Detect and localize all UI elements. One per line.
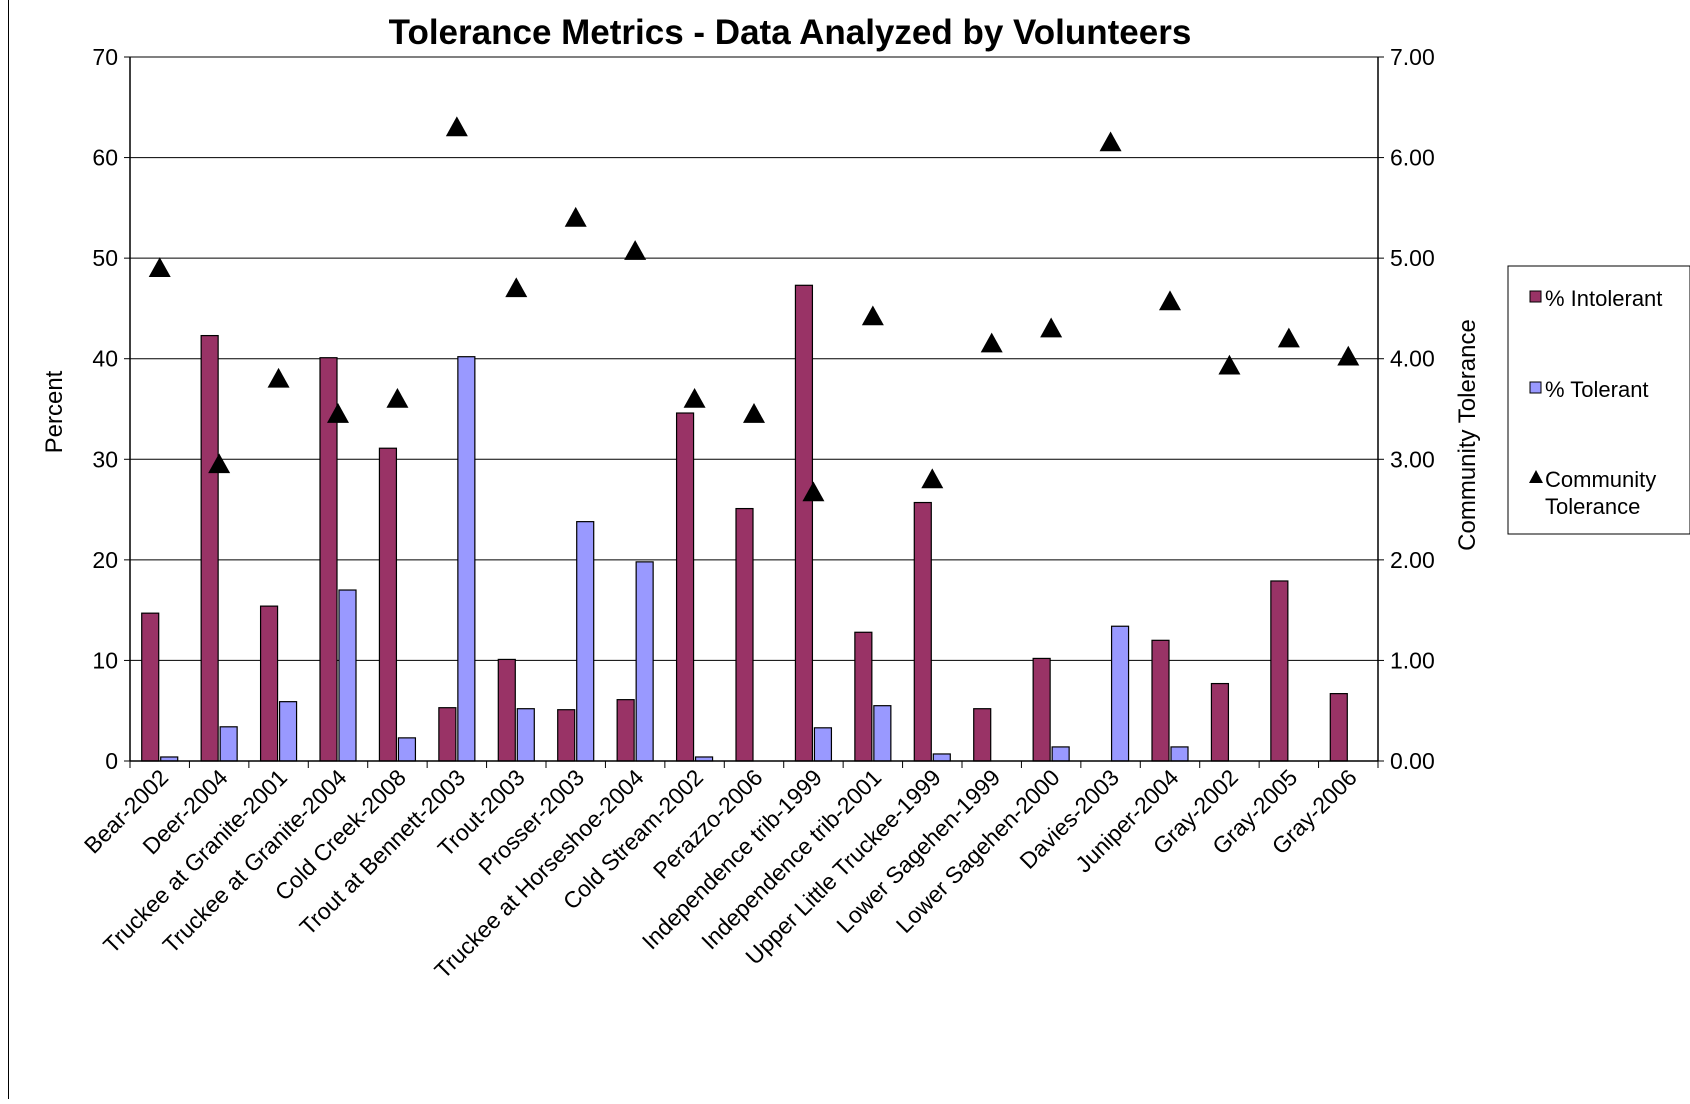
y-tick-label: 70 bbox=[92, 44, 118, 70]
bar-intolerant bbox=[1210, 682, 1230, 762]
legend-label: % Tolerant bbox=[1545, 377, 1649, 402]
bar-tolerant bbox=[813, 727, 833, 762]
y-tick-label: 20 bbox=[92, 547, 118, 573]
legend-swatch-tolerant bbox=[1529, 381, 1542, 394]
bars bbox=[141, 284, 1348, 762]
y-tick-label: 10 bbox=[92, 647, 118, 673]
marker-community-tolerance bbox=[267, 367, 290, 388]
marker-community-tolerance bbox=[445, 116, 468, 137]
marker-community-tolerance bbox=[327, 403, 349, 423]
bar-intolerant bbox=[1329, 693, 1348, 762]
bar-tolerant bbox=[1170, 746, 1189, 762]
marker-community-tolerance bbox=[1218, 354, 1241, 375]
marker-community-tolerance bbox=[1040, 317, 1063, 338]
bar-tolerant bbox=[873, 705, 892, 762]
y-axis-title: Percent bbox=[41, 370, 68, 453]
y2-tick-label: 6.00 bbox=[1390, 145, 1435, 171]
y2-tick-label: 0.00 bbox=[1390, 748, 1435, 774]
y-tick-label: 40 bbox=[92, 346, 118, 372]
bar-intolerant bbox=[675, 412, 695, 762]
bar-intolerant bbox=[616, 699, 635, 762]
marker-community-tolerance bbox=[148, 257, 171, 277]
marker-community-tolerance bbox=[921, 468, 944, 489]
marker-community-tolerance bbox=[1337, 345, 1360, 366]
markers bbox=[148, 116, 1360, 502]
marker-community-tolerance bbox=[1099, 131, 1122, 152]
bar-intolerant bbox=[438, 707, 457, 762]
y-tick-label: 30 bbox=[92, 446, 118, 472]
bar-intolerant bbox=[200, 334, 219, 762]
legend-label: Community bbox=[1545, 467, 1656, 492]
bar-intolerant bbox=[1151, 639, 1170, 762]
marker-community-tolerance bbox=[683, 387, 706, 408]
y2-tick-label: 7.00 bbox=[1390, 44, 1435, 70]
bar-tolerant bbox=[397, 737, 417, 762]
bar-tolerant bbox=[516, 708, 535, 762]
bar-tolerant bbox=[338, 589, 357, 762]
marker-community-tolerance bbox=[386, 387, 409, 408]
bar-intolerant bbox=[1032, 657, 1051, 762]
marker-community-tolerance bbox=[208, 453, 231, 474]
bar-intolerant bbox=[497, 658, 516, 762]
marker-community-tolerance bbox=[624, 240, 647, 260]
chart-title: Tolerance Metrics - Data Analyzed by Vol… bbox=[389, 13, 1192, 52]
bar-tolerant bbox=[457, 356, 476, 762]
legend-label: % Intolerant bbox=[1545, 286, 1662, 311]
bar-intolerant bbox=[973, 708, 992, 762]
y2-tick-label: 5.00 bbox=[1390, 245, 1435, 271]
bar-intolerant bbox=[794, 284, 814, 762]
bar-intolerant bbox=[259, 605, 279, 762]
bar-intolerant bbox=[854, 631, 873, 762]
legend-swatch-intolerant bbox=[1529, 290, 1542, 303]
legend-swatch-community-tolerance bbox=[1529, 470, 1543, 483]
bar-intolerant bbox=[913, 501, 932, 762]
legend-box bbox=[1507, 265, 1690, 535]
legend-label: Tolerance bbox=[1545, 494, 1640, 519]
y-tick-label: 0 bbox=[105, 748, 118, 774]
marker-community-tolerance bbox=[861, 305, 884, 326]
bar-intolerant bbox=[557, 709, 576, 762]
bar-tolerant bbox=[932, 753, 951, 762]
bar-intolerant bbox=[378, 447, 398, 762]
marker-community-tolerance bbox=[1159, 290, 1181, 311]
y-tick-label: 50 bbox=[92, 245, 118, 271]
marker-community-tolerance bbox=[743, 403, 765, 423]
marker-community-tolerance bbox=[802, 481, 825, 502]
y2-tick-label: 1.00 bbox=[1390, 647, 1435, 673]
y2-tick-label: 3.00 bbox=[1390, 446, 1435, 472]
gridlines bbox=[130, 56, 1378, 661]
marker-community-tolerance bbox=[980, 332, 1003, 353]
marker-community-tolerance bbox=[1277, 327, 1300, 348]
bar-tolerant bbox=[219, 726, 238, 762]
bar-tolerant bbox=[635, 561, 654, 762]
y2-tick-label: 4.00 bbox=[1390, 346, 1435, 372]
bar-tolerant bbox=[1110, 625, 1130, 762]
bar-intolerant bbox=[141, 612, 160, 762]
y-tick-label: 60 bbox=[92, 145, 118, 171]
bar-intolerant bbox=[1270, 580, 1289, 762]
y2-axis-title: Community Tolerance bbox=[1454, 319, 1481, 551]
bar-tolerant bbox=[278, 701, 298, 762]
bar-intolerant bbox=[735, 507, 754, 762]
bar-tolerant bbox=[576, 521, 595, 762]
marker-community-tolerance bbox=[564, 206, 587, 227]
marker-community-tolerance bbox=[505, 277, 528, 298]
y2-tick-label: 2.00 bbox=[1390, 547, 1435, 573]
bar-tolerant bbox=[1051, 746, 1070, 762]
